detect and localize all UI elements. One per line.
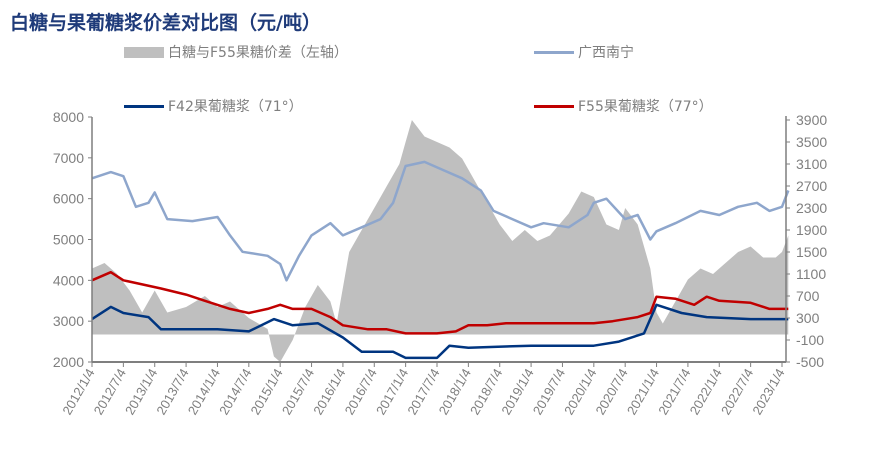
right-tick-label: -500 [796, 354, 824, 370]
right-tick-label: -100 [796, 332, 824, 348]
left-tick-label: 8000 [53, 109, 84, 125]
right-tick-label: 3100 [796, 156, 827, 172]
right-tick-label: 2700 [796, 178, 827, 194]
legend-spread: 白糖与F55果糖价差（左轴） [124, 42, 348, 62]
series-line-3 [91, 270, 789, 335]
right-tick-label: 1500 [796, 244, 827, 260]
series-area-spread [92, 120, 789, 362]
left-tick-label: 2000 [53, 354, 84, 370]
left-tick-label: 7000 [53, 150, 84, 166]
right-tick-label: 1100 [796, 266, 826, 282]
legend-swatch [534, 104, 574, 108]
legend-swatch [124, 104, 164, 108]
left-tick-label: 4000 [53, 272, 84, 288]
legend-label: F55果葡糖浆（77°） [578, 99, 713, 115]
legend-label: 白糖与F55果糖价差（左轴） [168, 45, 348, 61]
right-tick-label: 700 [796, 288, 820, 304]
legend-f42: F42果葡糖浆（71°） [124, 96, 303, 116]
legend-label: 广西南宁 [578, 45, 634, 61]
legend-swatch [124, 46, 164, 58]
legend-f55: F55果葡糖浆（77°） [534, 96, 713, 116]
series-line-2 [91, 303, 789, 360]
left-tick-label: 5000 [53, 232, 84, 248]
right-tick-label: 2300 [796, 200, 827, 216]
right-tick-label: 300 [796, 310, 820, 326]
series-line-1 [91, 160, 790, 282]
legend-swatch [534, 50, 574, 54]
left-tick-label: 3000 [53, 313, 84, 329]
legend-nanning: 广西南宁 [534, 42, 634, 62]
left-tick-label: 6000 [53, 191, 84, 207]
right-tick-label: 3500 [796, 134, 827, 150]
chart-title: 白糖与果葡糖浆价差对比图（元/吨） [10, 12, 321, 34]
right-tick-label: 3900 [796, 112, 827, 128]
legend-label: F42果葡糖浆（71°） [168, 99, 303, 115]
right-tick-label: 1900 [796, 222, 827, 238]
